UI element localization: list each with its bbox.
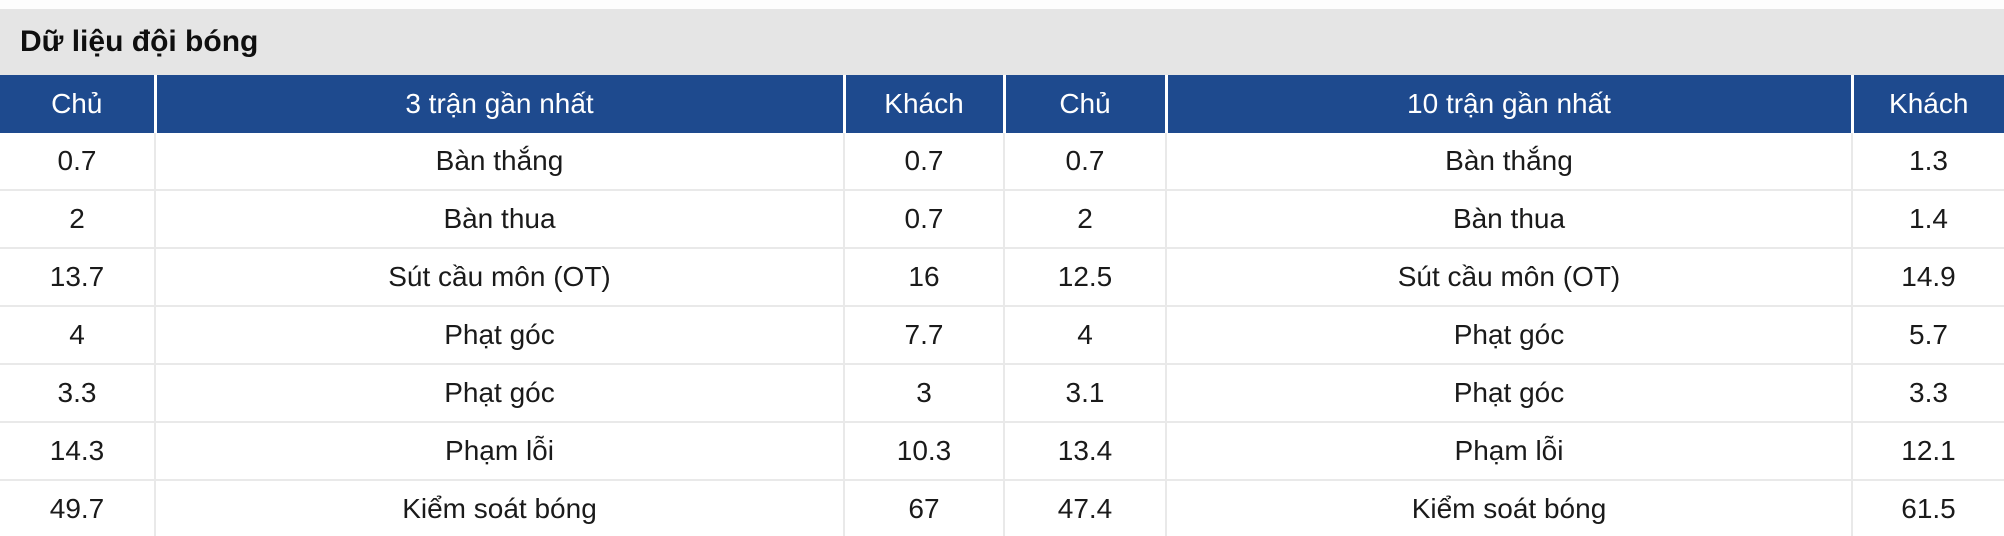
table-row: 49.7 Kiểm soát bóng 67 47.4 Kiểm soát bó… xyxy=(0,480,2004,536)
table-row: 3.3 Phạt góc 3 3.1 Phạt góc 3.3 xyxy=(0,364,2004,423)
stat-label-last10: Kiểm soát bóng xyxy=(1166,480,1853,536)
table-header-row: Chủ 3 trận gần nhất Khách Chủ 10 trận gầ… xyxy=(0,75,2004,133)
home10-value: 4 xyxy=(1004,306,1167,365)
home3-value: 4 xyxy=(0,306,156,365)
home3-value: 49.7 xyxy=(0,480,156,536)
away3-value: 16 xyxy=(844,248,1005,307)
away10-value: 61.5 xyxy=(1852,480,2004,536)
away3-value: 67 xyxy=(844,480,1005,536)
col-header-away-last3: Khách xyxy=(844,75,1006,133)
away10-value: 1.3 xyxy=(1852,133,2004,191)
away10-value: 12.1 xyxy=(1852,422,2004,481)
home10-value: 3.1 xyxy=(1004,364,1167,423)
stat-label-last3: Bàn thua xyxy=(155,190,845,249)
stat-label-last3: Sút cầu môn (OT) xyxy=(155,248,845,307)
col-header-away-last10: Khách xyxy=(1852,75,2004,133)
table-row: 14.3 Phạm lỗi 10.3 13.4 Phạm lỗi 12.1 xyxy=(0,422,2004,481)
col-header-last3: 3 trận gần nhất xyxy=(155,75,846,133)
home3-value: 0.7 xyxy=(0,133,156,191)
away3-value: 10.3 xyxy=(844,422,1005,481)
stat-label-last3: Phạt góc xyxy=(155,306,845,365)
stat-label-last10: Phạm lỗi xyxy=(1166,422,1853,481)
away10-value: 3.3 xyxy=(1852,364,2004,423)
home10-value: 0.7 xyxy=(1004,133,1167,191)
away10-value: 5.7 xyxy=(1852,306,2004,365)
stat-label-last3: Kiểm soát bóng xyxy=(155,480,845,536)
away3-value: 3 xyxy=(844,364,1005,423)
home10-value: 2 xyxy=(1004,190,1167,249)
col-header-last10: 10 trận gần nhất xyxy=(1166,75,1854,133)
away10-value: 1.4 xyxy=(1852,190,2004,249)
section-title-bar: Dữ liệu đội bóng xyxy=(0,9,2004,75)
home10-value: 47.4 xyxy=(1004,480,1167,536)
col-header-home-last10: Chủ xyxy=(1004,75,1168,133)
stat-label-last3: Phạm lỗi xyxy=(155,422,845,481)
home10-value: 12.5 xyxy=(1004,248,1167,307)
page-title: Dữ liệu đội bóng xyxy=(20,25,259,58)
table-row: 0.7 Bàn thắng 0.7 0.7 Bàn thắng 1.3 xyxy=(0,133,2004,191)
top-strip xyxy=(0,0,2004,9)
home3-value: 3.3 xyxy=(0,364,156,423)
table-row: 2 Bàn thua 0.7 2 Bàn thua 1.4 xyxy=(0,190,2004,249)
stat-label-last10: Phạt góc xyxy=(1166,306,1853,365)
home3-value: 14.3 xyxy=(0,422,156,481)
stat-label-last3: Phạt góc xyxy=(155,364,845,423)
home3-value: 2 xyxy=(0,190,156,249)
home10-value: 13.4 xyxy=(1004,422,1167,481)
away3-value: 7.7 xyxy=(844,306,1005,365)
stat-label-last10: Bàn thắng xyxy=(1166,133,1853,191)
stat-label-last3: Bàn thắng xyxy=(155,133,845,191)
away10-value: 14.9 xyxy=(1852,248,2004,307)
table-row: 13.7 Sút cầu môn (OT) 16 12.5 Sút cầu mô… xyxy=(0,248,2004,307)
table-row: 4 Phạt góc 7.7 4 Phạt góc 5.7 xyxy=(0,306,2004,365)
home3-value: 13.7 xyxy=(0,248,156,307)
stat-label-last10: Bàn thua xyxy=(1166,190,1853,249)
stat-label-last10: Sút cầu môn (OT) xyxy=(1166,248,1853,307)
col-header-home-last3: Chủ xyxy=(0,75,157,133)
away3-value: 0.7 xyxy=(844,133,1005,191)
stat-label-last10: Phạt góc xyxy=(1166,364,1853,423)
away3-value: 0.7 xyxy=(844,190,1005,249)
team-stats-table: Chủ 3 trận gần nhất Khách Chủ 10 trận gầ… xyxy=(0,75,2004,536)
